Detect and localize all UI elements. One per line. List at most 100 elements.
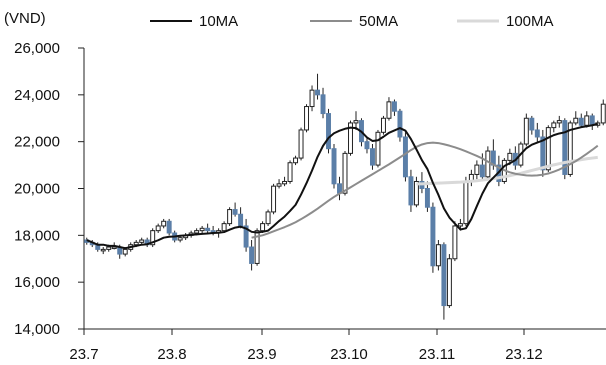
candle-body-up bbox=[298, 129, 304, 159]
candle-body-up bbox=[287, 162, 293, 182]
candle-body-down bbox=[562, 120, 568, 175]
candle-body-up bbox=[584, 115, 590, 126]
y-tick-label: 22,000 bbox=[14, 134, 60, 151]
candle-body-up bbox=[342, 152, 348, 194]
candle-body-up bbox=[199, 227, 205, 232]
candle-body-up bbox=[227, 209, 233, 225]
candle-body-down bbox=[232, 209, 238, 215]
x-tick-label: 23.8 bbox=[157, 346, 186, 363]
candle-body-up bbox=[106, 246, 112, 250]
candle-body-down bbox=[578, 117, 584, 126]
candle-body-up bbox=[485, 150, 491, 178]
legend-label: 50MA bbox=[359, 13, 398, 30]
candle-body-up bbox=[111, 246, 117, 250]
candle-body-up bbox=[150, 230, 156, 246]
moving-average-lines bbox=[86, 122, 599, 250]
candle-body-down bbox=[205, 227, 211, 232]
x-tick-label: 23.11 bbox=[419, 346, 455, 363]
y-axis-unit-label: (VND) bbox=[4, 10, 46, 27]
ma-line-10ma bbox=[86, 122, 599, 250]
x-axis: 23.7 23.8 23.9 23.10 23.11 23.12 bbox=[69, 328, 606, 363]
candle-body-up bbox=[309, 89, 315, 108]
ma-line-100ma bbox=[416, 155, 598, 186]
candle-body-up bbox=[573, 117, 579, 124]
y-tick-label: 24,000 bbox=[14, 87, 60, 104]
candle-body-up bbox=[271, 185, 277, 213]
candle-body-down bbox=[249, 246, 255, 264]
x-tick-label: 23.12 bbox=[505, 346, 543, 363]
candle-body-up bbox=[457, 223, 463, 227]
candle-body-up bbox=[265, 211, 271, 225]
candle-body-up bbox=[348, 122, 353, 154]
candle-body-down bbox=[540, 136, 546, 171]
candle-body-up bbox=[551, 122, 557, 129]
x-tick-label: 23.9 bbox=[247, 346, 276, 363]
candle-body-up bbox=[177, 237, 183, 241]
candle-body-down bbox=[166, 220, 172, 234]
legend-label: 10MA bbox=[199, 13, 238, 30]
candle-body-down bbox=[441, 244, 447, 307]
candle-body-down bbox=[424, 188, 430, 208]
candle-body-up bbox=[260, 223, 266, 232]
y-tick-label: 18,000 bbox=[14, 227, 60, 244]
candle-body-down bbox=[331, 148, 337, 185]
candle-body-up bbox=[133, 241, 139, 246]
candle-body-up bbox=[474, 164, 480, 175]
chart-legend: 10MA 50MA 100MA bbox=[150, 13, 554, 30]
x-tick-label: 23.10 bbox=[330, 346, 368, 363]
candle-body-up bbox=[155, 225, 161, 232]
candle-body-up bbox=[507, 152, 513, 161]
candle-body-up bbox=[194, 230, 200, 234]
y-tick-label: 26,000 bbox=[14, 40, 60, 57]
candle-body-down bbox=[402, 136, 408, 178]
candle-body-down bbox=[534, 129, 540, 138]
candle-body-up bbox=[353, 120, 359, 124]
ma-line-50ma bbox=[251, 141, 599, 239]
candle-body-up bbox=[304, 106, 310, 131]
candle-body-up bbox=[221, 223, 227, 232]
candle-body-up bbox=[254, 230, 260, 264]
candle-body-up bbox=[567, 122, 573, 175]
legend-label: 100MA bbox=[506, 13, 554, 30]
candle-body-down bbox=[243, 225, 249, 248]
candle-body-down bbox=[315, 89, 321, 96]
candle-body-down bbox=[430, 206, 436, 267]
candle-body-up bbox=[600, 103, 606, 124]
candlestick-series bbox=[84, 73, 606, 320]
candle-body-up bbox=[380, 117, 386, 133]
candle-body-up bbox=[523, 117, 529, 145]
candle-body-up bbox=[139, 239, 145, 243]
y-tick-label: 20,000 bbox=[14, 181, 60, 198]
candle-body-down bbox=[320, 94, 326, 115]
candle-body-down bbox=[408, 176, 414, 206]
candle-body-up bbox=[276, 183, 282, 187]
candle-body-up bbox=[122, 248, 128, 255]
candle-body-up bbox=[556, 120, 562, 124]
candle-body-up bbox=[446, 258, 452, 307]
x-tick-label: 23.7 bbox=[69, 346, 98, 363]
candle-body-up bbox=[100, 248, 106, 252]
candle-body-up bbox=[375, 131, 381, 166]
candle-body-down bbox=[479, 164, 485, 178]
candle-body-up bbox=[463, 180, 469, 225]
candle-body-down bbox=[589, 115, 595, 126]
candle-body-down bbox=[391, 101, 397, 112]
y-tick-label: 16,000 bbox=[14, 274, 60, 291]
candle-body-down bbox=[364, 141, 370, 150]
candle-body-up bbox=[452, 225, 458, 260]
candle-body-up bbox=[293, 157, 299, 164]
candle-body-down bbox=[369, 148, 375, 166]
y-tick-label: 14,000 bbox=[14, 321, 60, 338]
candle-body-down bbox=[397, 110, 403, 138]
candle-body-up bbox=[386, 101, 392, 119]
candle-body-down bbox=[238, 213, 244, 227]
candle-body-up bbox=[545, 127, 551, 171]
candle-body-down bbox=[529, 117, 535, 131]
candle-body-down bbox=[326, 113, 331, 150]
candle-body-up bbox=[435, 244, 441, 267]
y-axis: 14,000 16,000 18,000 20,000 22,000 24,000 26,0… bbox=[14, 40, 85, 338]
candle-body-up bbox=[282, 180, 288, 185]
candle-body-up bbox=[413, 180, 419, 206]
candle-body-up bbox=[161, 220, 167, 227]
